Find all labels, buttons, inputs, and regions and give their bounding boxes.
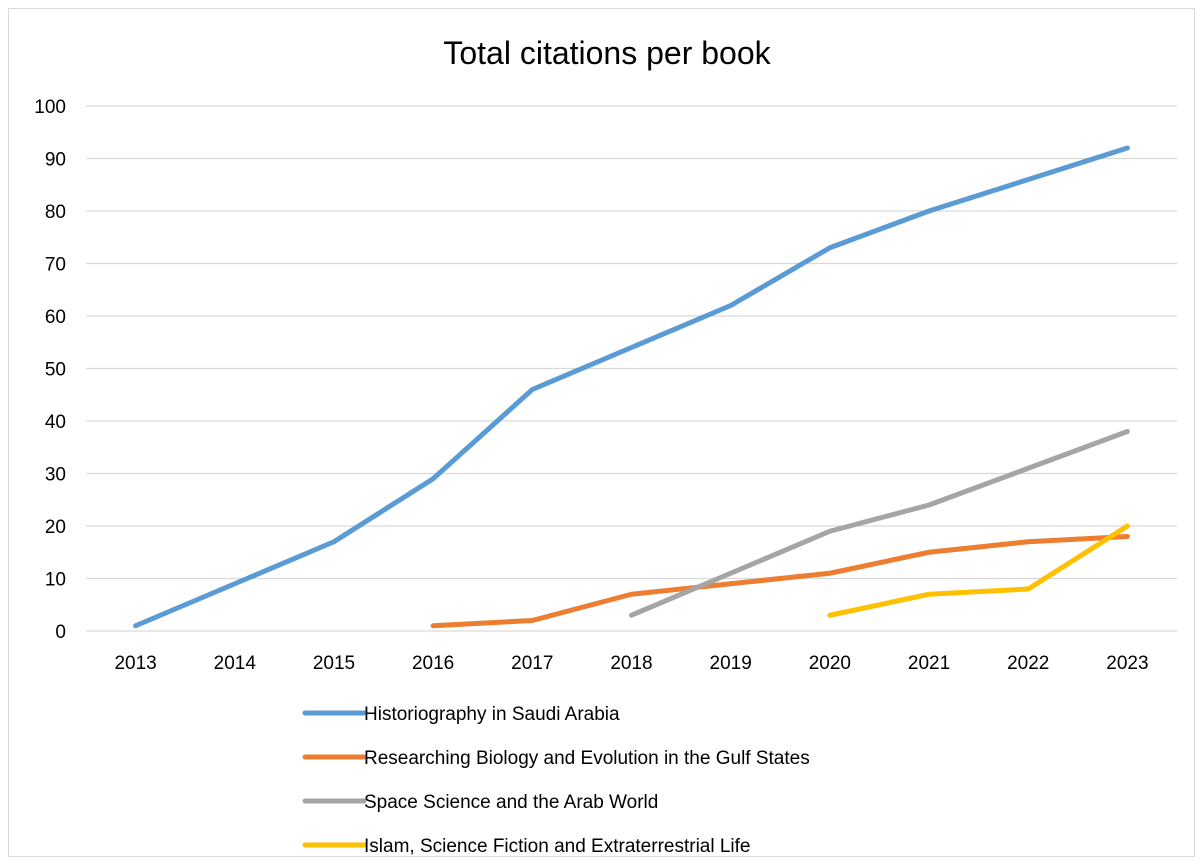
- legend-item: Space Science and the Arab World: [302, 792, 658, 813]
- x-tick-label: 2016: [412, 653, 454, 674]
- x-tick-label: 2015: [313, 653, 355, 674]
- line-chart: Total citations per book 0 10 20 30 40 50 60 70…: [34, 35, 1177, 857]
- series-line: [430, 534, 1130, 629]
- y-tick-label: 100: [34, 97, 66, 118]
- x-tick-label: 2021: [908, 653, 950, 674]
- x-axis: 2013 2014 2015 2016 2017 2018 2019 2020 2021 2022…: [114, 653, 1148, 674]
- legend-label: Historiography in Saudi Arabia: [364, 704, 620, 725]
- y-tick-label: 10: [45, 570, 66, 591]
- x-tick-label: 2018: [610, 653, 652, 674]
- y-tick-label: 0: [55, 622, 66, 643]
- legend-label: Researching Biology and Evolution in the…: [364, 748, 810, 769]
- chart-area: Total citations per book 0 10 20 30 40 50 60 70…: [8, 8, 1195, 857]
- y-tick-label: 80: [45, 202, 66, 223]
- x-tick-label: 2019: [710, 653, 752, 674]
- x-tick-label: 2022: [1007, 653, 1049, 674]
- legend-item: Historiography in Saudi Arabia: [302, 704, 620, 725]
- legend: Historiography in Saudi Arabia Researchin…: [302, 704, 810, 857]
- y-tick-label: 40: [45, 412, 66, 433]
- y-tick-label: 90: [45, 150, 66, 171]
- x-tick-label: 2023: [1106, 653, 1148, 674]
- x-tick-label: 2020: [809, 653, 851, 674]
- y-tick-label: 20: [45, 517, 66, 538]
- y-axis: 0 10 20 30 40 50 60 70 80 90 100: [34, 97, 66, 643]
- series-1: [133, 145, 1130, 629]
- y-tick-label: 50: [45, 360, 66, 381]
- legend-item: Islam, Science Fiction and Extraterrestr…: [302, 836, 751, 857]
- series-line: [827, 523, 1130, 618]
- series-line: [629, 429, 1130, 618]
- legend-item: Researching Biology and Evolution in the…: [302, 748, 810, 769]
- y-tick-label: 70: [45, 255, 66, 276]
- gridlines: [86, 105, 1177, 632]
- x-tick-label: 2014: [214, 653, 257, 674]
- x-tick-label: 2013: [114, 653, 156, 674]
- series-3: [629, 429, 1130, 618]
- series-2: [430, 534, 1130, 629]
- chart-title: Total citations per book: [443, 35, 771, 71]
- y-tick-label: 60: [45, 307, 66, 328]
- legend-label: Space Science and the Arab World: [364, 792, 658, 813]
- series-lines: [133, 145, 1130, 629]
- series-4: [827, 523, 1130, 618]
- y-tick-label: 30: [45, 465, 66, 486]
- series-line: [133, 145, 1130, 629]
- legend-label: Islam, Science Fiction and Extraterrestr…: [364, 836, 751, 857]
- x-tick-label: 2017: [511, 653, 553, 674]
